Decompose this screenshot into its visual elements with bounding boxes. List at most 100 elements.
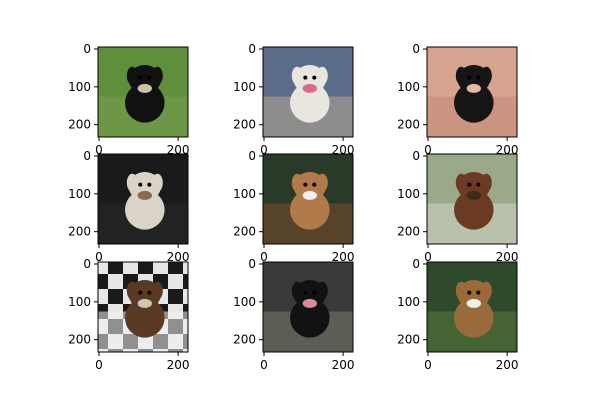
- dog-snout: [466, 190, 481, 200]
- floor-tile: [168, 334, 183, 349]
- dog-snout: [137, 83, 152, 93]
- y-tick-label: 0: [83, 257, 91, 271]
- y-tick-label: 0: [248, 42, 256, 56]
- dog-eye-right: [312, 75, 317, 80]
- dog-ear-left: [291, 66, 303, 85]
- y-tick-label: 100: [233, 187, 256, 201]
- dog-ear-right: [481, 66, 492, 85]
- dog-snout: [302, 298, 317, 308]
- floor-tile: [183, 349, 188, 352]
- x-tick-label: 0: [424, 250, 432, 264]
- dog-ear-left: [291, 281, 303, 300]
- x-tick-label: 0: [95, 358, 103, 372]
- y-tick-label: 0: [412, 257, 420, 271]
- dog-eye-right: [147, 75, 152, 80]
- dog-ear-left: [126, 281, 138, 300]
- floor-tile: [183, 319, 188, 334]
- y-tick-label: 200: [397, 333, 420, 347]
- y-tick-label: 0: [412, 149, 420, 163]
- y-tick-label: 200: [68, 333, 91, 347]
- floor-tile: [98, 349, 108, 352]
- dog-eye-right: [147, 290, 152, 295]
- dog-ear-right: [152, 173, 163, 192]
- dog-eye-right: [476, 75, 481, 80]
- dog-photo: [98, 154, 188, 244]
- dog-eye-left: [138, 290, 143, 295]
- dog-body: [125, 298, 165, 338]
- dog-eye-right: [312, 182, 317, 187]
- dog-eye-left: [138, 182, 143, 187]
- x-tick-label: 0: [424, 358, 432, 372]
- dog-eye-left: [303, 182, 308, 187]
- y-tick-label: 200: [397, 225, 420, 239]
- dog-ear-right: [481, 173, 492, 192]
- axes-frame: [262, 261, 354, 353]
- dog-photo: [427, 154, 517, 244]
- floor-tile: [108, 304, 123, 319]
- dog-body: [454, 298, 494, 338]
- floor-tile: [98, 289, 108, 304]
- y-tick-label: 200: [233, 225, 256, 239]
- floor-tile: [138, 334, 153, 349]
- dog-photo: [98, 47, 188, 137]
- y-tick-label: 100: [68, 187, 91, 201]
- dog-snout: [137, 190, 152, 200]
- floor-tile: [108, 274, 123, 289]
- y-tick-label: 200: [233, 333, 256, 347]
- axes-frame: [262, 46, 354, 138]
- dog-body: [125, 83, 165, 123]
- floor-tile: [153, 349, 168, 352]
- dog-body: [290, 190, 330, 230]
- x-tick-label: 200: [167, 250, 190, 264]
- dog-eye-right: [312, 290, 317, 295]
- dog-body: [454, 190, 494, 230]
- dog-ear-right: [152, 66, 163, 85]
- y-tick-label: 200: [397, 118, 420, 132]
- x-tick-label: 0: [95, 143, 103, 157]
- y-tick-label: 100: [68, 80, 91, 94]
- floor-tile: [98, 319, 108, 334]
- dog-ear-left: [455, 281, 467, 300]
- dog-ear-right: [317, 173, 328, 192]
- dog-photo: [427, 47, 517, 137]
- y-tick-label: 100: [397, 80, 420, 94]
- dog-ear-left: [126, 66, 138, 85]
- dog-snout: [466, 298, 481, 308]
- y-tick-label: 100: [397, 187, 420, 201]
- axes-frame: [426, 153, 518, 245]
- y-tick-label: 0: [248, 149, 256, 163]
- dog-snout: [302, 83, 317, 93]
- x-tick-label: 0: [260, 250, 268, 264]
- dog-photo: [98, 262, 188, 352]
- x-tick-label: 200: [496, 250, 519, 264]
- dog-ear-right: [481, 281, 492, 300]
- axes-frame: [426, 46, 518, 138]
- floor-tile: [98, 262, 108, 274]
- dog-eye-left: [467, 290, 472, 295]
- dog-ear-left: [126, 173, 138, 192]
- dog-snout: [302, 190, 317, 200]
- x-tick-label: 200: [167, 358, 190, 372]
- dog-eye-right: [476, 290, 481, 295]
- floor-tile: [183, 289, 188, 304]
- y-tick-label: 200: [68, 225, 91, 239]
- dog-ear-right: [317, 281, 328, 300]
- floor-tile: [108, 334, 123, 349]
- floor-tile: [168, 304, 183, 319]
- dog-body: [454, 83, 494, 123]
- x-tick-label: 0: [424, 143, 432, 157]
- dog-body: [125, 190, 165, 230]
- dog-eye-left: [138, 75, 143, 80]
- dog-eye-left: [303, 290, 308, 295]
- x-tick-label: 0: [95, 250, 103, 264]
- y-tick-label: 100: [233, 295, 256, 309]
- dog-ear-right: [152, 281, 163, 300]
- dog-snout: [466, 83, 481, 93]
- dog-ear-left: [455, 173, 467, 192]
- image-panel: 0 100 200 0 200: [397, 149, 518, 264]
